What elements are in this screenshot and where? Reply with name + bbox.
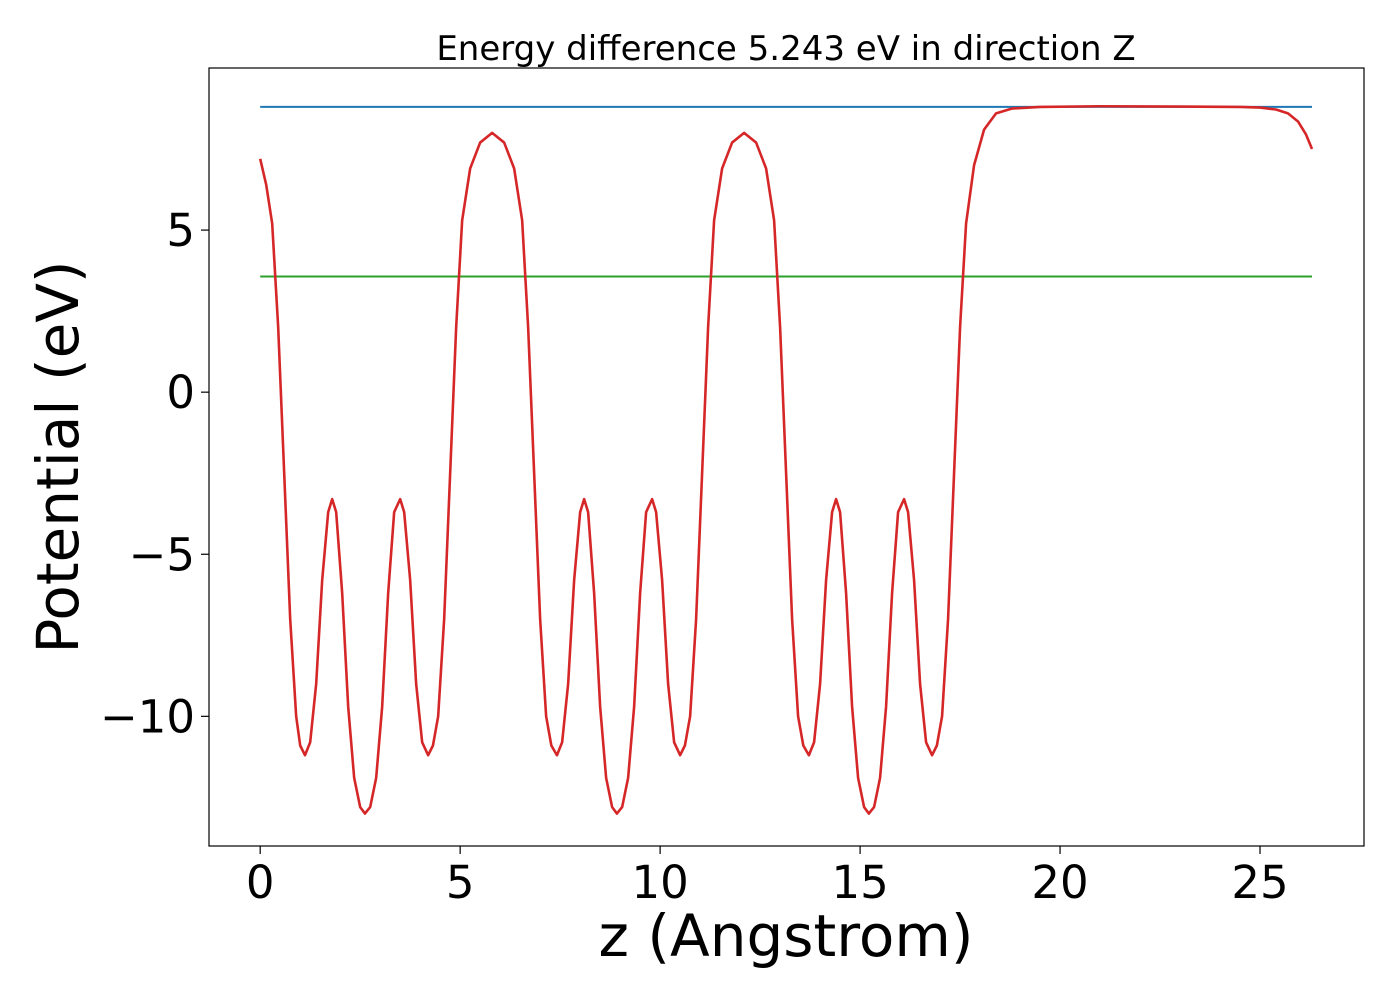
- series-layer: [258, 104, 1314, 815]
- x-tick-label: 15: [831, 856, 888, 909]
- y-tick-label: −10: [100, 690, 195, 743]
- y-tick-label: 5: [166, 204, 195, 257]
- axes-frame: [208, 67, 1365, 847]
- x-tick-label: 25: [1231, 856, 1288, 909]
- y-tick-label: 0: [166, 366, 195, 419]
- chart-title: Energy difference 5.243 eV in direction …: [436, 29, 1135, 69]
- y-tick-label: −5: [129, 528, 195, 581]
- y-axis-label: Potential (eV): [24, 260, 92, 653]
- y-axis: −10 −5 0 5: [100, 204, 209, 743]
- x-tick-label: 20: [1031, 856, 1088, 909]
- x-axis: 0 5 10 15 20 25: [246, 846, 1289, 909]
- potential-curve: [258, 104, 1314, 815]
- plot-area: [208, 67, 1365, 847]
- x-tick-label: 10: [631, 856, 688, 909]
- x-tick-label: 5: [446, 856, 475, 909]
- x-tick-label: 0: [246, 856, 275, 909]
- x-axis-label: z (Angstrom): [599, 902, 974, 970]
